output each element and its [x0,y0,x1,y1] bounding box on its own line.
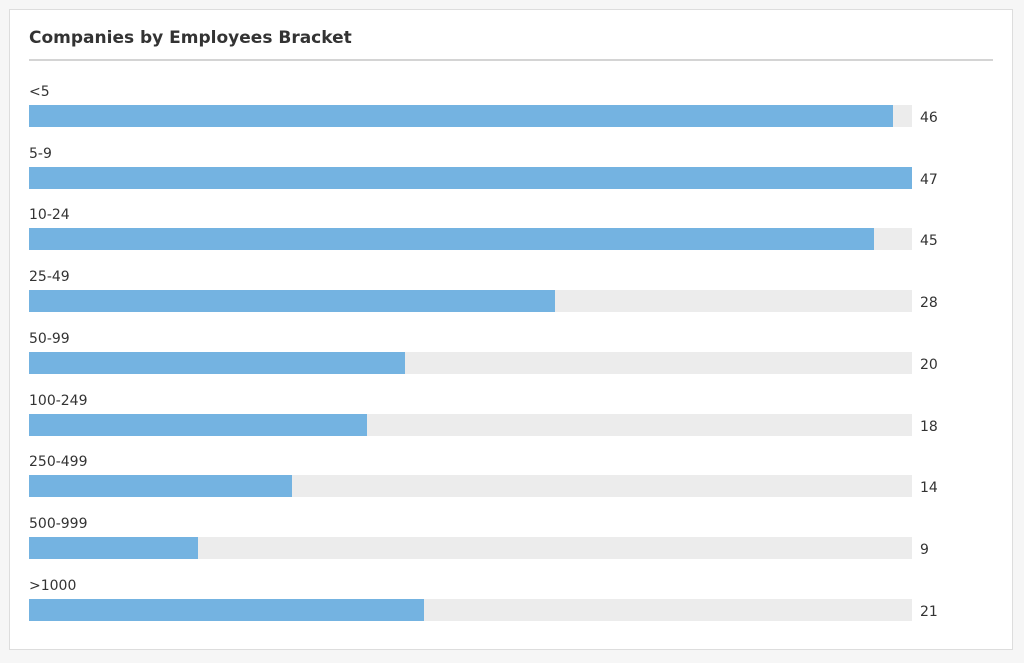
bar [29,413,368,436]
bar-row: 5-9 47 [29,145,994,203]
value-label: 18 [920,418,938,435]
category-label: 25-49 [29,269,70,286]
value-label: 46 [920,110,938,126]
bar-track [29,598,912,621]
bar [29,598,424,621]
chart-title: Companies by Employees Bracket [29,28,352,48]
bar [29,475,293,498]
bar-track [29,290,912,313]
category-label: 5-9 [29,145,52,162]
bar-track [29,228,912,251]
bar [29,166,912,189]
bar-rows: <5 46 5-9 47 10-24 45 25-49 28 50-99 20 100-249 18 2… [10,10,1012,649]
category-label: 50-99 [29,330,70,347]
bar [29,105,894,127]
bar-row: 100-249 18 [29,392,994,450]
bar-track [29,166,912,189]
value-label: 45 [920,233,938,250]
value-label: 9 [920,541,929,558]
value-label: 20 [920,356,938,373]
bar-row: >1000 21 [29,577,994,635]
bar-track [29,413,912,436]
bar-track [29,105,912,127]
category-label: 250-499 [29,454,88,471]
value-label: 21 [920,603,938,620]
value-label: 28 [920,295,938,312]
bar [29,536,199,559]
category-label: 10-24 [29,207,70,224]
value-label: 14 [920,480,938,497]
bar-row: <5 46 [29,83,994,141]
category-label: 500-999 [29,515,88,532]
bar-track [29,536,912,559]
category-label: <5 [29,84,50,100]
bar-track [29,351,912,374]
bar [29,228,875,251]
value-label: 47 [920,171,938,188]
bar-row: 500-999 9 [29,515,994,573]
bar-row: 25-49 28 [29,268,994,326]
title-divider [29,59,993,61]
category-label: 100-249 [29,392,88,409]
bar-row: 250-499 14 [29,453,994,511]
bar [29,290,556,313]
chart-card: Companies by Employees Bracket <5 46 5-9 47… [9,9,1013,650]
bar-track [29,475,912,498]
bar-row: 10-24 45 [29,206,994,264]
category-label: >1000 [29,577,77,594]
bar-row: 50-99 20 [29,330,994,388]
bar [29,351,405,374]
